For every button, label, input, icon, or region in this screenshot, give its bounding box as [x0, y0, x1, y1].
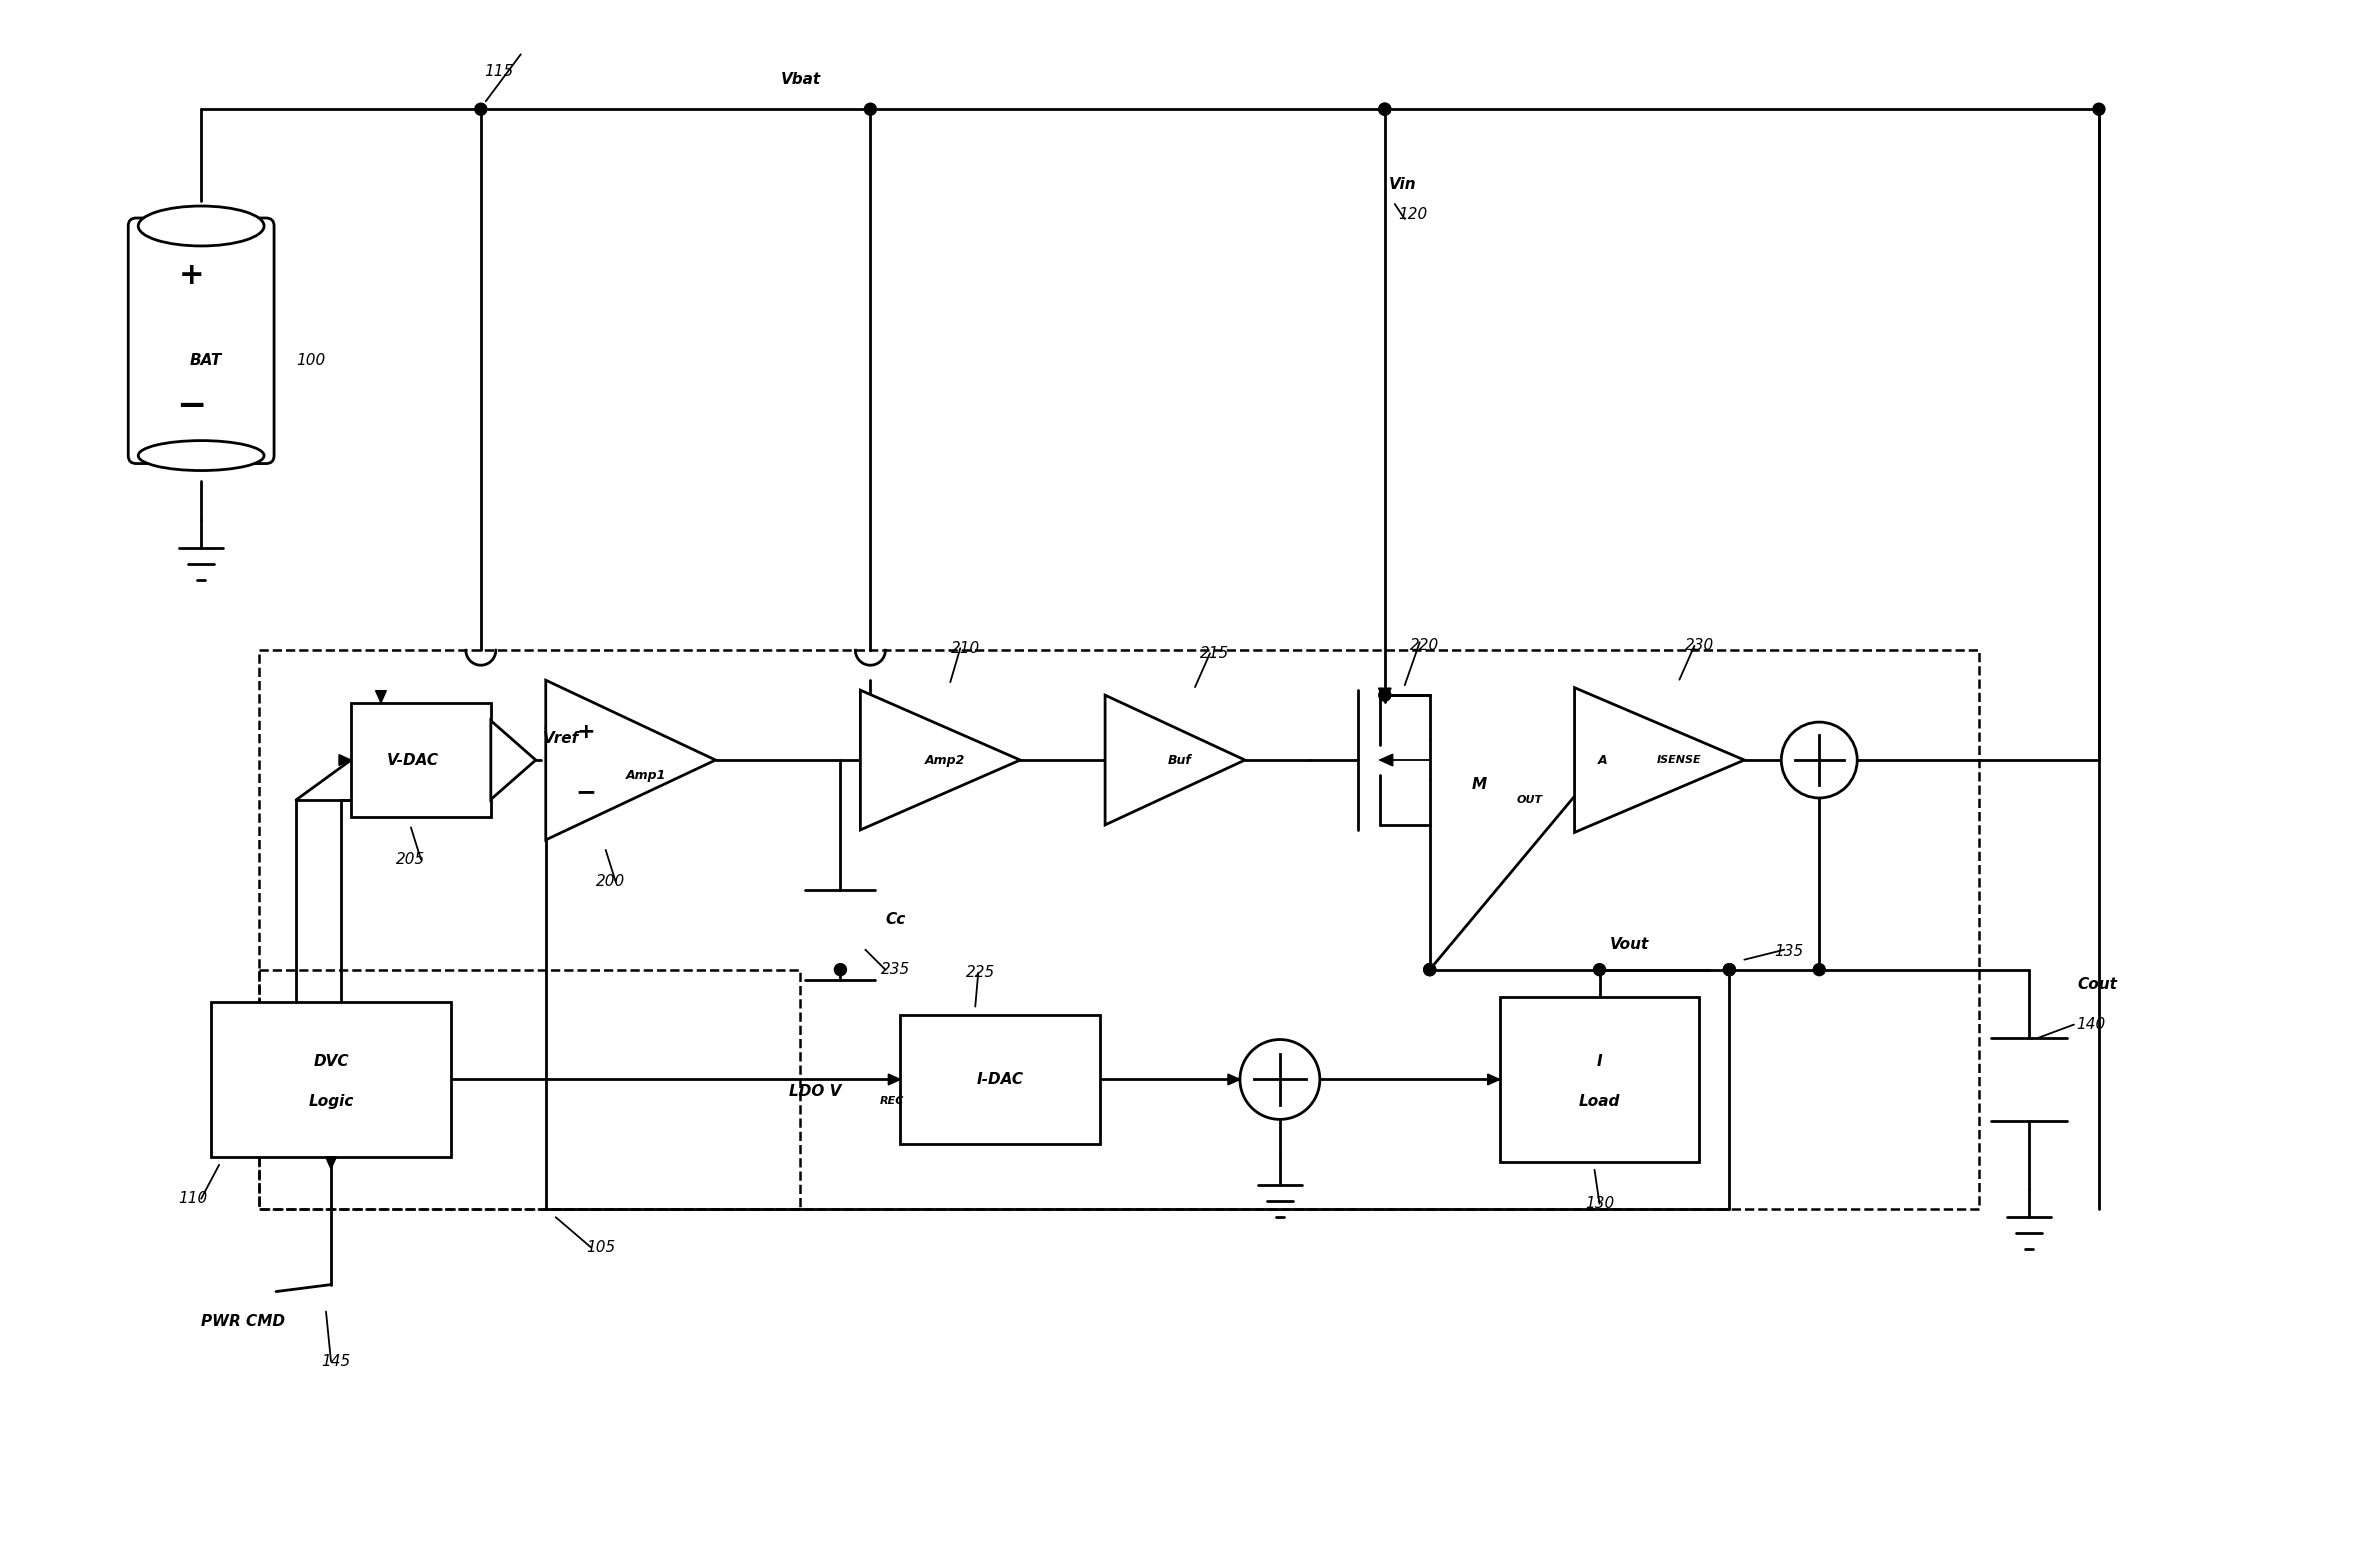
Text: LDO V: LDO V: [789, 1084, 842, 1100]
Text: I-DAC: I-DAC: [977, 1072, 1025, 1087]
Text: Cc: Cc: [885, 912, 906, 927]
Text: 225: 225: [965, 964, 994, 980]
Circle shape: [1379, 102, 1391, 115]
FancyBboxPatch shape: [128, 217, 273, 463]
Polygon shape: [1379, 688, 1391, 702]
Polygon shape: [340, 755, 352, 766]
Text: 210: 210: [951, 641, 980, 655]
Text: 105: 105: [585, 1239, 616, 1255]
Text: Logic: Logic: [309, 1093, 354, 1109]
Text: 140: 140: [2076, 1017, 2105, 1033]
Circle shape: [1724, 964, 1736, 975]
Circle shape: [1724, 964, 1736, 975]
Polygon shape: [1227, 1075, 1239, 1086]
Circle shape: [1593, 964, 1605, 975]
Circle shape: [1379, 102, 1391, 115]
Text: A: A: [1598, 753, 1608, 767]
Text: Load: Load: [1579, 1093, 1619, 1109]
Text: REC: REC: [880, 1096, 904, 1106]
Polygon shape: [547, 680, 716, 840]
Text: ISENSE: ISENSE: [1657, 755, 1703, 766]
Text: Vref: Vref: [542, 730, 578, 745]
Circle shape: [863, 102, 877, 115]
Bar: [259, 651, 1978, 1210]
Circle shape: [1424, 964, 1436, 975]
Text: Buf: Buf: [1168, 753, 1191, 767]
Text: 135: 135: [1774, 944, 1805, 960]
Text: 220: 220: [1410, 638, 1439, 652]
Text: −: −: [575, 780, 597, 804]
Bar: [352, 702, 490, 817]
Text: Vin: Vin: [1389, 177, 1417, 191]
Text: −: −: [176, 388, 207, 422]
Text: Cout: Cout: [2076, 977, 2116, 992]
Polygon shape: [889, 1075, 901, 1086]
Text: M: M: [1472, 778, 1486, 792]
Text: V-DAC: V-DAC: [388, 753, 440, 767]
Bar: [259, 969, 801, 1210]
Text: 120: 120: [1398, 207, 1427, 222]
Circle shape: [2093, 102, 2105, 115]
Text: 130: 130: [1584, 1196, 1615, 1211]
Text: 110: 110: [178, 1191, 207, 1207]
Ellipse shape: [138, 207, 264, 245]
Text: Amp2: Amp2: [925, 753, 965, 767]
Circle shape: [1814, 964, 1826, 975]
Circle shape: [1781, 722, 1857, 798]
Ellipse shape: [138, 441, 264, 471]
Circle shape: [1424, 964, 1436, 975]
Text: 115: 115: [485, 64, 514, 79]
Text: OUT: OUT: [1517, 795, 1543, 804]
Polygon shape: [1379, 755, 1394, 766]
Text: 100: 100: [297, 353, 326, 368]
Bar: [901, 1014, 1101, 1145]
Polygon shape: [1106, 696, 1246, 825]
Bar: [212, 1002, 452, 1157]
Circle shape: [835, 964, 847, 975]
Circle shape: [1379, 690, 1391, 700]
Polygon shape: [376, 691, 385, 702]
Text: DVC: DVC: [314, 1054, 350, 1068]
Text: Vbat: Vbat: [780, 71, 820, 87]
Text: +: +: [178, 261, 205, 290]
Text: 215: 215: [1201, 646, 1229, 660]
Polygon shape: [490, 721, 535, 800]
Text: PWR CMD: PWR CMD: [202, 1314, 285, 1329]
Polygon shape: [1489, 1075, 1501, 1086]
Text: 230: 230: [1684, 638, 1715, 654]
Text: Amp1: Amp1: [625, 769, 666, 781]
Text: 205: 205: [397, 853, 426, 867]
Circle shape: [476, 102, 487, 115]
Text: +: +: [575, 722, 594, 742]
Text: I: I: [1596, 1054, 1603, 1068]
Polygon shape: [326, 1157, 335, 1169]
Text: 200: 200: [597, 874, 625, 890]
Circle shape: [1239, 1039, 1320, 1120]
Text: BAT: BAT: [190, 353, 221, 368]
Polygon shape: [861, 690, 1020, 829]
Text: Vout: Vout: [1610, 936, 1648, 952]
Bar: [1501, 997, 1700, 1162]
Text: 235: 235: [880, 963, 911, 977]
Text: 145: 145: [321, 1354, 350, 1368]
Polygon shape: [1574, 688, 1745, 832]
